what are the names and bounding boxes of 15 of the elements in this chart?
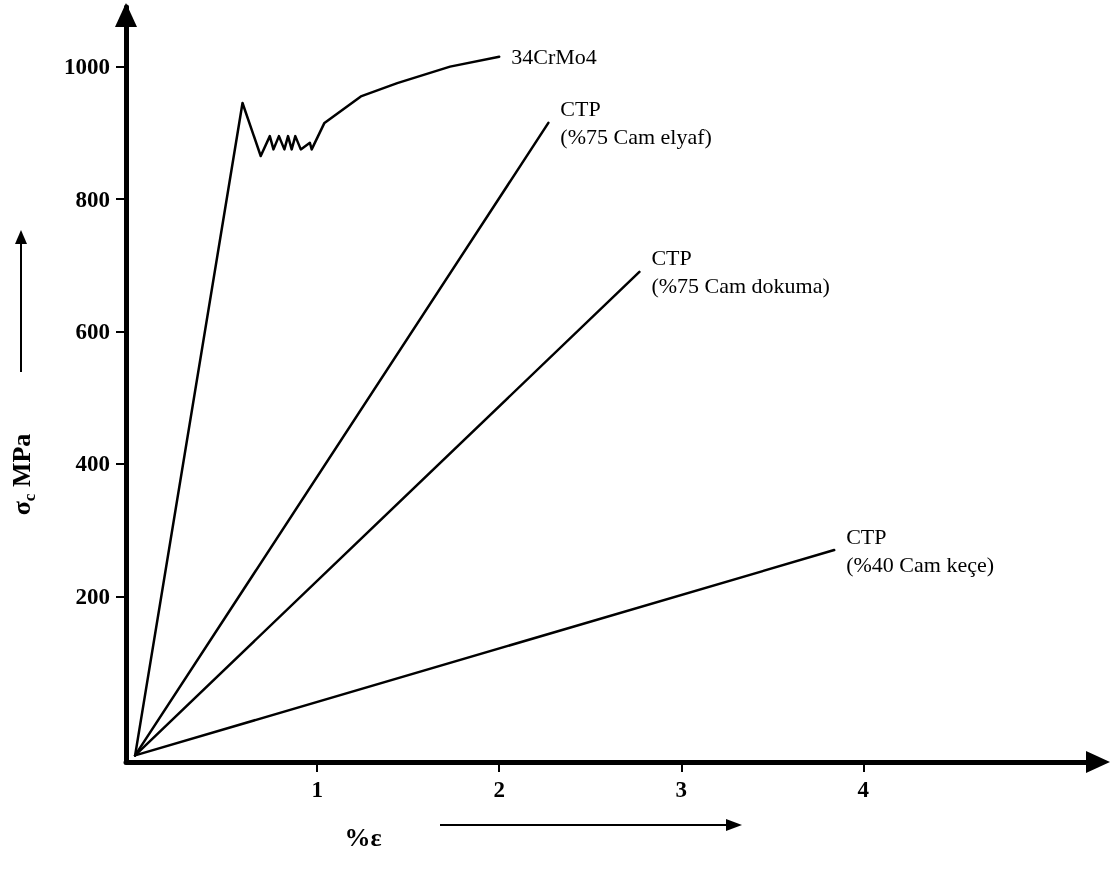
- series-label: CTP (%75 Cam elyaf): [560, 96, 712, 150]
- y-tick-label: 400: [75, 451, 110, 477]
- x-tick-label: 4: [857, 777, 870, 802]
- y-tick-label: 1000: [64, 54, 110, 80]
- x-tick-label: 2: [493, 777, 505, 802]
- series-label: 34CrMo4: [511, 44, 597, 70]
- y-tick-label: 200: [75, 583, 110, 609]
- series-label: CTP (%40 Cam keçe): [846, 523, 995, 577]
- x-tick-label: 1: [311, 777, 323, 802]
- y-axis-title: σc MPa: [6, 433, 39, 516]
- x-tick-label: 3: [675, 777, 688, 802]
- series-label: CTP (%75 Cam dokuma): [651, 245, 830, 299]
- x-axis-title: %ε: [344, 822, 382, 852]
- y-tick-label: 600: [75, 319, 110, 345]
- y-tick-label: 800: [75, 186, 110, 212]
